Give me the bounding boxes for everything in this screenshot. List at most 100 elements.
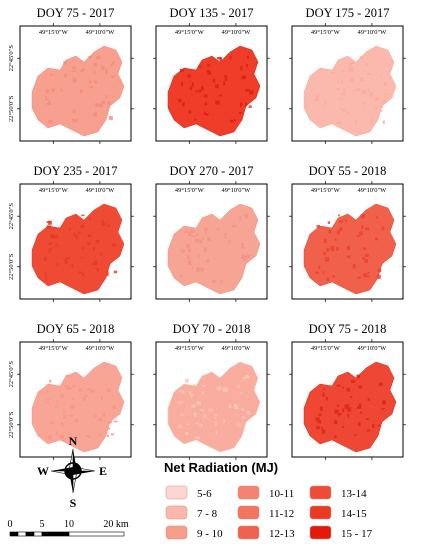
region-texture-cell (205, 113, 209, 116)
legend-swatch (237, 485, 260, 500)
legend-swatch (309, 505, 332, 520)
region-texture-cell (200, 408, 204, 412)
region-texture-cell (374, 97, 379, 101)
legend-label: 15 - 17 (341, 528, 373, 540)
scale-bar-label: 5 (40, 519, 45, 530)
region-texture-cell (232, 224, 237, 228)
region-texture-cell (245, 375, 250, 379)
region-texture-cell (367, 89, 370, 92)
region-texture-cell (241, 244, 244, 248)
region-texture-cell (344, 404, 348, 409)
region-texture-cell (187, 255, 190, 260)
compass-north-label: N (69, 434, 78, 448)
legend-swatch (165, 485, 188, 500)
region-texture-cell (206, 259, 210, 263)
region-texture-cell (199, 65, 202, 68)
study-region (167, 45, 261, 137)
region-texture-cell (218, 94, 223, 97)
region-texture-cell (92, 247, 96, 251)
legend-label: 5-6 (197, 488, 212, 500)
region-texture-cell (315, 417, 320, 421)
region-texture-cell (93, 79, 96, 83)
region-texture-cell (102, 413, 105, 417)
region-texture-cell (328, 229, 332, 234)
longitude-label: 49°10'0"W (358, 187, 388, 194)
region-texture-cell (217, 228, 220, 231)
region-texture-cell (110, 63, 113, 67)
region-texture-cell (54, 406, 58, 408)
longitude-label: 49°10'0"W (86, 187, 116, 194)
region-texture-cell (92, 263, 96, 266)
region-texture-cell (201, 391, 204, 394)
region-texture-cell (187, 231, 192, 236)
region-texture-cell (80, 256, 83, 259)
region-texture-cell (359, 231, 363, 236)
region-texture-cell (338, 214, 340, 217)
region-texture-cell (224, 78, 228, 81)
region-texture-cell (64, 385, 67, 388)
longitude-label: 49°15'0"W (175, 29, 205, 36)
region-texture-cell (350, 61, 355, 64)
compass-south-label: S (70, 496, 77, 510)
region-texture-cell (59, 434, 64, 440)
region-texture-cell (345, 219, 347, 223)
region-texture-cell (245, 102, 248, 107)
region-texture-cell (107, 101, 111, 106)
region-texture-cell (56, 399, 59, 403)
region-texture-cell (366, 418, 369, 420)
region-texture-cell (63, 61, 67, 65)
region-texture-cell (180, 82, 184, 87)
latitude-label: 22°45'0"S (8, 203, 15, 230)
region-texture-cell (356, 235, 361, 238)
region-texture-cell (198, 89, 202, 93)
region-texture-cell (180, 413, 185, 416)
region-texture-cell (326, 277, 330, 282)
region-texture-cell (375, 237, 379, 241)
region-texture-cell (190, 86, 193, 91)
latitude-label: 22°50'0"S (8, 253, 15, 280)
region-texture-cell (377, 268, 382, 272)
region-texture-cell (361, 225, 364, 229)
region-texture-cell (46, 390, 49, 393)
region-texture-cell (362, 90, 366, 95)
region-texture-cell (190, 394, 194, 397)
panel-title: DOY 75 - 2018 (309, 322, 387, 336)
region-texture-cell (331, 247, 335, 252)
region-texture-cell (193, 412, 197, 417)
region-texture-cell (190, 229, 194, 234)
region-texture-cell (216, 386, 221, 391)
region-texture-cell (107, 224, 110, 227)
region-texture-cell (71, 385, 76, 388)
region-texture-cell (204, 102, 208, 106)
region-texture-cell (382, 400, 386, 405)
region-texture-cell (343, 88, 346, 92)
region-texture-cell (316, 224, 321, 228)
latitude-label: 22°50'0"S (8, 95, 15, 122)
region-texture-cell (194, 238, 199, 243)
region-texture-cell (101, 66, 105, 70)
region-texture-cell (78, 271, 82, 274)
region-texture-cell (69, 414, 73, 417)
region-texture-cell (228, 403, 232, 408)
region-texture-cell (356, 88, 360, 92)
region-texture-cell (357, 276, 361, 279)
region-texture-cell (189, 390, 192, 395)
region-texture-cell (349, 67, 354, 72)
region-texture-cell (73, 232, 76, 237)
compass-point-east (73, 471, 95, 475)
region-texture-cell (357, 406, 362, 409)
region-texture-cell (55, 431, 58, 435)
region-texture-cell (377, 424, 381, 427)
region-texture-cell (100, 396, 104, 400)
region-texture-cell (245, 88, 250, 92)
map-panel: DOY 75 - 2018 49°15'0"W 49°10'0"W (289, 322, 406, 460)
study-region (303, 361, 397, 453)
region-texture-cell (241, 242, 244, 245)
scale-bar-segment (41, 531, 70, 537)
region-texture-cell (187, 248, 191, 253)
compass-east-label: E (99, 464, 107, 478)
region-texture-cell (318, 265, 321, 269)
panel-title: DOY 175 - 2017 (306, 6, 390, 20)
scale-bar-segment (9, 531, 19, 537)
region-texture-cell (179, 389, 185, 392)
